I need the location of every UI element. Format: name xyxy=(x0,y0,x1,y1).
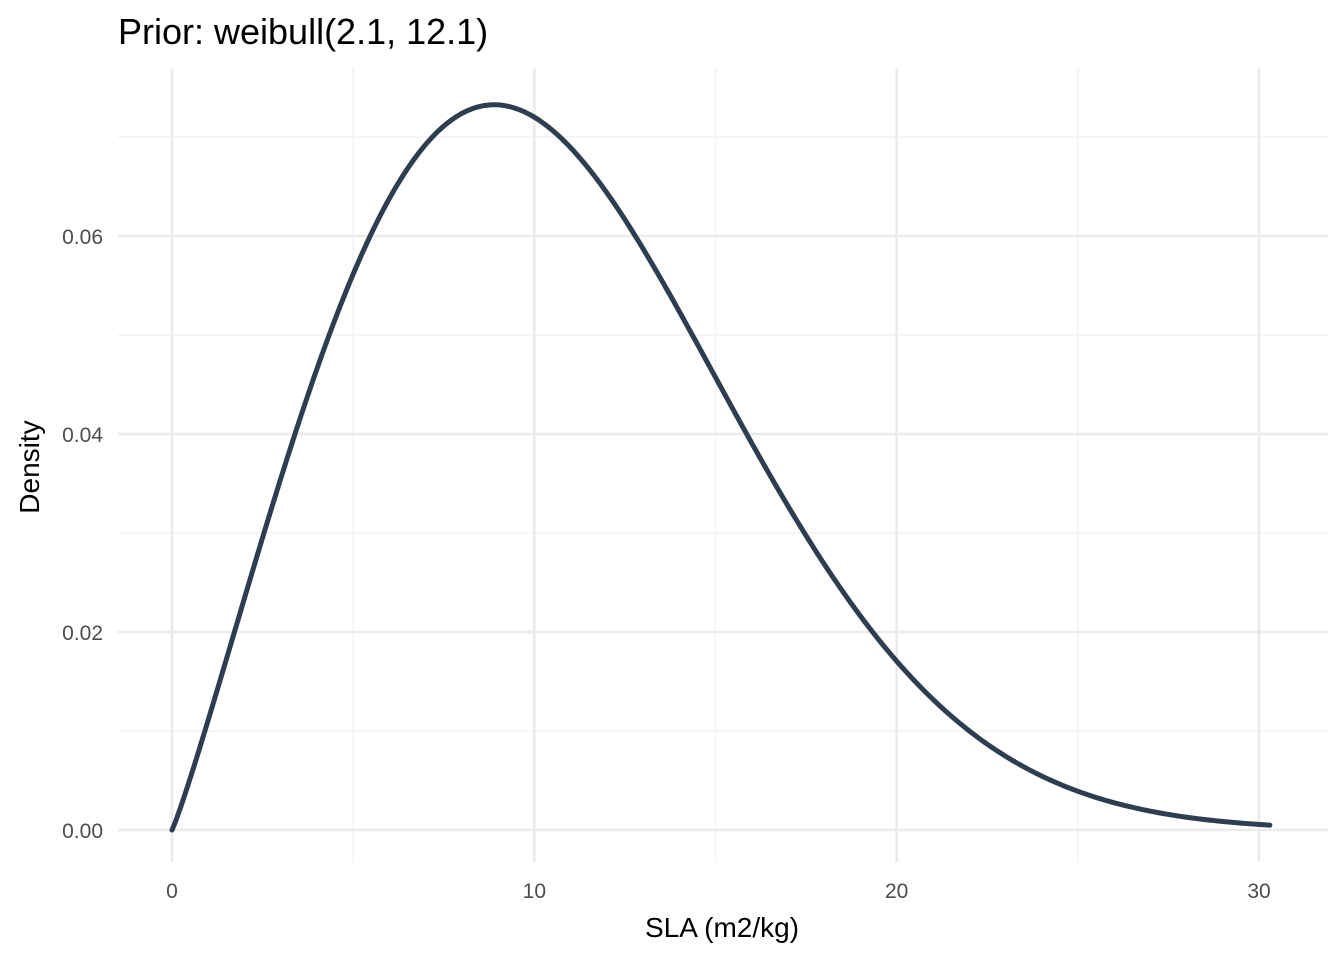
y-axis-tick-labels: 0.00 0.02 0.04 0.06 xyxy=(62,226,103,843)
chart-title: Prior: weibull(2.1, 12.1) xyxy=(118,11,488,52)
series-layer xyxy=(169,102,1273,833)
x-tick-label: 0 xyxy=(166,880,178,903)
y-axis-title: Density xyxy=(14,420,45,513)
y-tick-label: 0.06 xyxy=(62,226,103,249)
x-axis-title: SLA (m2/kg) xyxy=(645,912,799,943)
major-gridlines xyxy=(118,68,1328,862)
x-tick-label: 10 xyxy=(523,880,546,903)
y-tick-label: 0.00 xyxy=(62,820,103,843)
x-tick-label: 20 xyxy=(885,880,908,903)
x-tick-label: 30 xyxy=(1247,880,1270,903)
y-tick-label: 0.04 xyxy=(62,424,103,447)
minor-gridlines xyxy=(118,68,1328,862)
density-curve xyxy=(169,102,1273,833)
x-axis-tick-labels: 0 10 20 30 xyxy=(166,880,1271,903)
y-tick-label: 0.02 xyxy=(62,622,103,645)
